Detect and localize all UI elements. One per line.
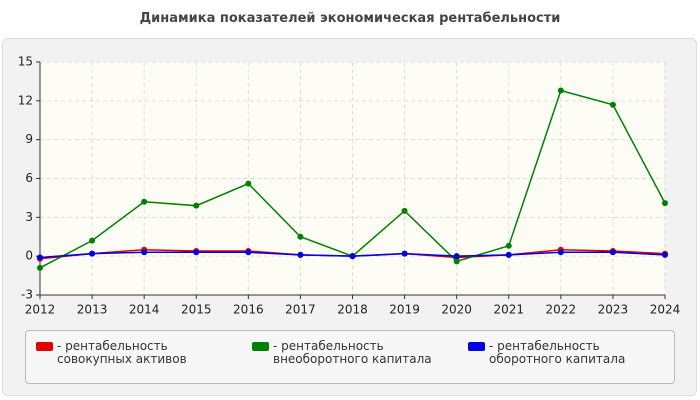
y-tick-label: -3 xyxy=(21,288,33,302)
x-tick-label: 2017 xyxy=(285,303,316,317)
data-point xyxy=(505,242,512,249)
y-tick-label: 15 xyxy=(18,55,33,69)
x-tick-label: 2015 xyxy=(181,303,212,317)
data-point xyxy=(297,251,304,258)
legend-label: - рентабельность внеоборотного капитала xyxy=(273,339,432,366)
x-tick-label: 2024 xyxy=(650,303,681,317)
legend-label: - рентабельность совокупных активов xyxy=(57,339,187,366)
legend-item: - рентабельность совокупных активов xyxy=(26,331,242,383)
x-tick-label: 2022 xyxy=(546,303,577,317)
y-tick-label: 3 xyxy=(25,210,33,224)
legend-label: - рентабельность оборотного капитала xyxy=(489,339,626,366)
data-point xyxy=(245,249,252,256)
y-tick-label: 0 xyxy=(25,249,33,263)
legend-swatch xyxy=(468,342,485,351)
data-point xyxy=(453,253,460,260)
x-tick-label: 2016 xyxy=(233,303,264,317)
data-point xyxy=(505,251,512,258)
data-point xyxy=(37,264,43,271)
legend-swatch xyxy=(252,342,269,351)
data-point xyxy=(557,249,564,256)
data-point xyxy=(609,101,616,108)
data-point xyxy=(245,180,252,187)
legend-item: - рентабельность внеоборотного капитала xyxy=(242,331,458,383)
legend: - рентабельность совокупных активов - рен… xyxy=(25,330,675,384)
data-point xyxy=(349,253,356,260)
data-point xyxy=(89,237,96,244)
chart-title: Динамика показателей экономическая рента… xyxy=(139,11,561,26)
data-point xyxy=(557,87,564,94)
chart: -3 0 3 6 9 12 15 2012 2013 2014 2015 2016 2017 2018 20… xyxy=(18,55,681,317)
data-point xyxy=(662,251,668,258)
x-tick-label: 2023 xyxy=(598,303,629,317)
data-point xyxy=(193,202,200,209)
x-tick-label: 2020 xyxy=(441,303,472,317)
x-tick-label: 2021 xyxy=(493,303,524,317)
data-point xyxy=(141,198,148,205)
x-tick-label: 2014 xyxy=(129,303,160,317)
data-point xyxy=(37,254,43,261)
y-tick-label: 12 xyxy=(18,93,33,107)
data-point xyxy=(141,249,148,256)
data-point xyxy=(89,250,96,257)
data-point xyxy=(193,249,200,256)
y-tick-label: 9 xyxy=(25,132,33,146)
x-tick-label: 2019 xyxy=(389,303,420,317)
x-tick-label: 2012 xyxy=(25,303,56,317)
x-tick-label: 2018 xyxy=(337,303,368,317)
data-point xyxy=(453,258,460,265)
x-tick-label: 2013 xyxy=(77,303,108,317)
data-point xyxy=(609,249,616,256)
data-point xyxy=(401,207,408,214)
legend-swatch xyxy=(36,342,53,351)
y-tick-label: 6 xyxy=(25,171,33,185)
data-point xyxy=(297,233,304,240)
data-point xyxy=(401,250,408,257)
data-point xyxy=(662,200,668,207)
legend-item: - рентабельность оборотного капитала xyxy=(458,331,674,383)
